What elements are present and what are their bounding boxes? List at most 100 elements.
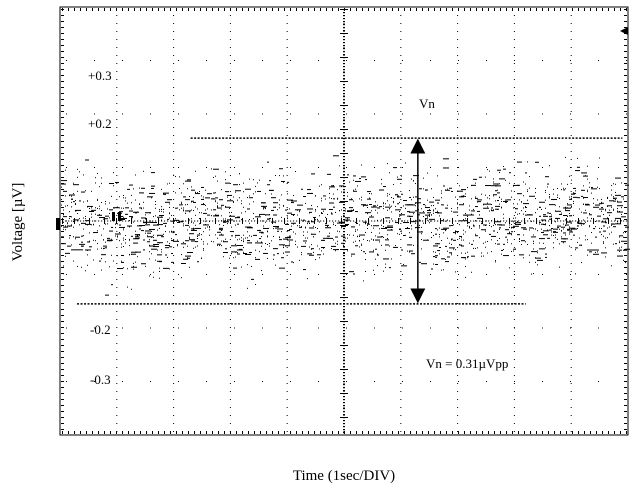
trace-sample [509, 182, 510, 184]
trace-sample [327, 173, 331, 175]
frame-tick [61, 267, 64, 268]
grid-dot [570, 295, 572, 296]
trace-sample [575, 249, 576, 251]
center-axis-dot [343, 42, 345, 44]
center-axis-dot [251, 220, 253, 222]
grid-dot [286, 71, 288, 72]
trace-sample [425, 189, 427, 191]
trace-sample [219, 224, 220, 226]
grid-dot [400, 231, 402, 232]
trace-sample [233, 200, 234, 202]
frame-tick [500, 8, 501, 11]
trace-sample [511, 231, 513, 233]
trace-sample [375, 248, 377, 250]
frame-tick [536, 8, 537, 11]
trace-sample [469, 242, 470, 244]
trace-sample [149, 245, 155, 247]
center-axis-dot [343, 291, 345, 293]
trace-sample [121, 215, 123, 217]
trace-sample [299, 259, 300, 261]
grid-dot [150, 220, 151, 222]
trace-sample [305, 237, 306, 239]
trace-sample [539, 242, 540, 244]
grid-dot [457, 55, 459, 56]
trace-sample [87, 264, 88, 266]
trace-sample [171, 214, 172, 216]
trace-sample [603, 241, 604, 243]
trace-sample [583, 196, 584, 198]
frame-tick [61, 303, 64, 304]
trace-sample [311, 244, 312, 246]
trace-sample [543, 214, 546, 216]
trace-sample [91, 224, 92, 226]
trace-sample [571, 179, 572, 181]
center-axis-tick [188, 218, 189, 224]
trace-sample [121, 217, 127, 219]
trace-sample [99, 225, 100, 227]
x-axis-title: Time (1sec/DIV) [293, 468, 395, 484]
frame-tick [548, 431, 549, 434]
frame-tick [548, 8, 549, 11]
trace-sample [223, 240, 224, 242]
trace-sample [187, 204, 188, 206]
trace-sample [263, 227, 269, 229]
grid-dot [173, 167, 175, 168]
trace-sample [161, 251, 162, 253]
trace-sample [465, 195, 466, 197]
grid-dot [402, 274, 403, 275]
grid-dot [116, 327, 118, 328]
trace-sample [321, 212, 322, 214]
trace-sample [229, 257, 230, 259]
center-axis-dot [359, 220, 361, 222]
grid-dot [542, 327, 543, 329]
trace-sample [387, 226, 393, 228]
trace-sample [85, 159, 89, 161]
grid-dot [173, 255, 175, 256]
center-axis-dot [155, 220, 157, 222]
trace-sample [359, 178, 361, 180]
center-axis-dot [343, 132, 345, 134]
trace-sample [333, 222, 334, 224]
trace-sample [225, 220, 226, 222]
frame-tick [624, 141, 627, 142]
grid-dot [286, 343, 288, 344]
trace-sample [361, 243, 362, 245]
center-axis-dot [296, 220, 298, 222]
trace-sample [431, 232, 432, 234]
trace-sample [429, 213, 430, 215]
frame-tick [624, 81, 627, 82]
grid-dot [173, 311, 175, 312]
trace-sample [499, 237, 500, 239]
trace-sample [529, 176, 530, 178]
grid-dot [343, 287, 345, 288]
frame-tick [290, 431, 291, 434]
trace-sample [363, 238, 364, 240]
frame-tick [624, 195, 627, 196]
trace-sample [259, 238, 261, 240]
trace-sample [327, 235, 330, 237]
trace-sample [287, 216, 288, 218]
center-axis-dot [343, 21, 345, 23]
trace-sample [507, 239, 508, 241]
frame-tick [440, 431, 441, 434]
trace-sample [255, 185, 256, 187]
trace-sample [281, 180, 285, 182]
center-axis-tick [158, 218, 159, 224]
trace-sample [181, 207, 182, 209]
frame-tick [458, 431, 459, 434]
grid-dot [290, 113, 291, 115]
trace-sample [555, 204, 556, 206]
trace-sample [369, 193, 370, 195]
grid-dot [150, 60, 151, 61]
trace-sample [523, 234, 524, 236]
center-axis-dot [343, 339, 345, 341]
frame-tick [614, 8, 615, 11]
trace-sample [221, 215, 222, 217]
trace-sample [89, 232, 90, 234]
trace-sample [315, 227, 316, 229]
trace-sample [413, 213, 414, 215]
trace-sample [323, 237, 329, 239]
trace-sample [471, 228, 472, 230]
trace-sample [197, 245, 198, 247]
trace-sample [255, 216, 261, 218]
